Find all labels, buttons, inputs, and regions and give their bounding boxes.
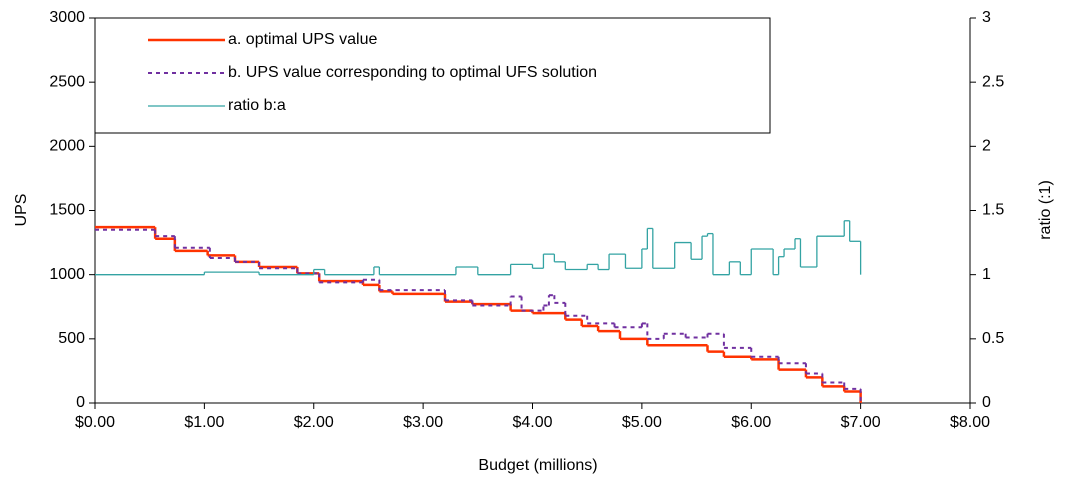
x-tick-label: $4.00 (512, 414, 552, 431)
y2-tick-label: 1.5 (982, 202, 1004, 219)
y2-tick-label: 1 (982, 266, 991, 283)
legend-box (94, 17, 771, 134)
y2-tick-label: 3 (982, 9, 991, 26)
x-tick-label: $3.00 (403, 414, 443, 431)
y2-tick-label: 0.5 (982, 330, 1004, 347)
x-tick-label: $1.00 (184, 414, 224, 431)
y2-axis-title: ratio (:1) (1037, 180, 1054, 240)
x-tick-label: $2.00 (294, 414, 334, 431)
y-tick-label: 1000 (49, 266, 85, 283)
x-tick-label: $7.00 (841, 414, 881, 431)
legend-label: ratio b:a (228, 97, 286, 114)
y-axis-title: UPS (13, 194, 30, 227)
x-tick-label: $8.00 (950, 414, 990, 431)
y-tick-label: 500 (58, 330, 85, 347)
y2-tick-label: 2.5 (982, 73, 1004, 90)
x-tick-label: $0.00 (75, 414, 115, 431)
y-tick-label: 2500 (49, 73, 85, 90)
y-tick-label: 3000 (49, 9, 85, 26)
legend-label: b. UPS value corresponding to optimal UF… (228, 64, 597, 81)
y-tick-label: 1500 (49, 202, 85, 219)
y2-tick-label: 2 (982, 138, 991, 155)
y-tick-label: 2000 (49, 138, 85, 155)
legend-label: a. optimal UPS value (228, 31, 378, 48)
y-tick-label: 0 (76, 394, 85, 411)
x-tick-label: $5.00 (622, 414, 662, 431)
x-axis-title: Budget (millions) (478, 457, 597, 474)
x-tick-label: $6.00 (731, 414, 771, 431)
y2-tick-label: 0 (982, 394, 991, 411)
